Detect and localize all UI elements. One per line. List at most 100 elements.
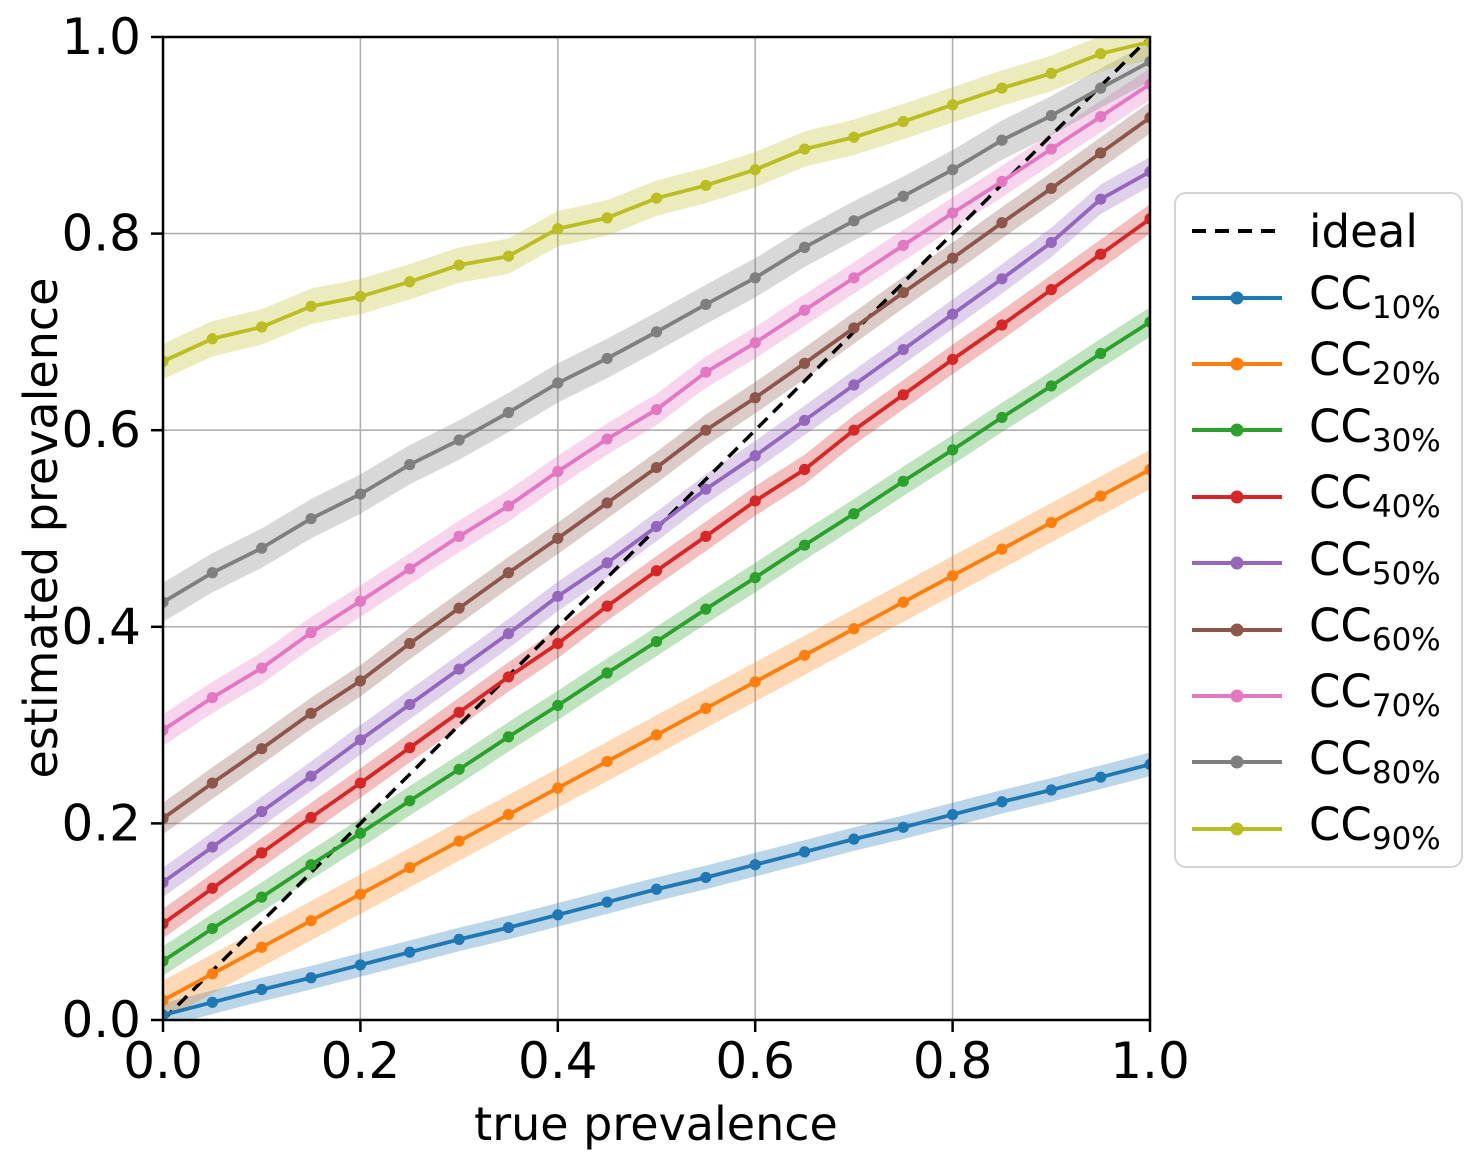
- marker-CC_30%: [798, 539, 811, 551]
- series-marker-icon: [1230, 556, 1244, 570]
- marker-CC_50%: [897, 343, 909, 356]
- marker-CC_60%: [848, 322, 860, 334]
- legend-label-CC_80%: CC80%: [1309, 731, 1441, 791]
- marker-CC_20%: [354, 888, 366, 900]
- marker-CC_10%: [502, 921, 515, 934]
- marker-CC_90%: [206, 333, 218, 345]
- marker-CC_80%: [650, 326, 663, 338]
- marker-CC_80%: [453, 434, 465, 446]
- marker-CC_90%: [601, 212, 613, 224]
- marker-CC_70%: [1144, 78, 1150, 90]
- marker-CC_10%: [404, 946, 416, 958]
- marker-CC_30%: [897, 475, 909, 487]
- marker-CC_40%: [502, 671, 515, 683]
- marker-CC_70%: [256, 662, 268, 674]
- marker-CC_20%: [848, 623, 860, 635]
- marker-CC_10%: [1144, 758, 1150, 771]
- marker-CC_80%: [1144, 55, 1150, 68]
- marker-CC_20%: [947, 570, 959, 582]
- marker-CC_60%: [305, 707, 317, 719]
- marker-CC_10%: [996, 796, 1008, 808]
- marker-CC_90%: [947, 99, 959, 111]
- marker-CC_60%: [206, 777, 218, 789]
- marker-CC_30%: [256, 891, 268, 903]
- marker-CC_50%: [798, 414, 811, 426]
- marker-CC_70%: [163, 724, 169, 736]
- tick-labels: 0.0 0.2 0.4 0.6 0.8 1.0 0.0 0.2 0.4 0.6 0.8 1.0: [61, 8, 1189, 1090]
- marker-CC_60%: [453, 602, 465, 614]
- marker-CC_80%: [256, 542, 268, 554]
- legend-sample-ideal: [1192, 229, 1282, 234]
- marker-CC_20%: [1095, 490, 1107, 502]
- marker-CC_40%: [1095, 248, 1107, 260]
- marker-CC_60%: [996, 217, 1008, 229]
- marker-CC_80%: [947, 164, 959, 176]
- marker-CC_60%: [798, 357, 811, 369]
- marker-CC_70%: [601, 433, 613, 445]
- marker-CC_20%: [453, 835, 465, 847]
- marker-CC_60%: [256, 743, 268, 755]
- marker-CC_20%: [897, 596, 909, 608]
- marker-CC_40%: [897, 389, 909, 401]
- legend-label-CC_60%: CC60%: [1309, 599, 1441, 659]
- marker-CC_90%: [848, 131, 860, 143]
- marker-CC_40%: [947, 353, 959, 366]
- marker-CC_20%: [996, 543, 1008, 555]
- marker-CC_60%: [601, 497, 613, 509]
- marker-CC_20%: [601, 755, 613, 768]
- marker-CC_70%: [749, 337, 761, 349]
- marker-CC_70%: [798, 304, 811, 316]
- marker-CC_50%: [947, 308, 959, 320]
- y-axis-label: estimated prevalence: [14, 278, 68, 779]
- legend-sample-CC_30%: [1192, 423, 1282, 437]
- series-marker-icon: [1230, 822, 1244, 836]
- marker-CC_90%: [749, 164, 761, 176]
- legend-label-CC_30%: CC30%: [1309, 399, 1441, 459]
- marker-CC_10%: [163, 1009, 169, 1020]
- marker-CC_50%: [206, 841, 218, 853]
- legend-sample-CC_70%: [1192, 689, 1282, 703]
- marker-CC_80%: [163, 596, 169, 608]
- marker-CC_60%: [163, 812, 169, 825]
- x-axis-label: true prevalence: [474, 1097, 838, 1151]
- marker-CC_90%: [650, 192, 663, 204]
- gridlines: [163, 37, 1150, 1020]
- marker-CC_90%: [897, 115, 909, 128]
- marker-CC_10%: [897, 821, 909, 833]
- legend-label-CC_50%: CC50%: [1309, 532, 1441, 592]
- marker-CC_40%: [1045, 284, 1057, 296]
- marker-CC_80%: [1095, 82, 1107, 94]
- marker-CC_30%: [404, 795, 416, 807]
- marker-CC_90%: [700, 179, 712, 192]
- marker-CC_20%: [1144, 463, 1150, 476]
- legend-label-CC_10%: CC10%: [1309, 267, 1441, 327]
- marker-CC_10%: [354, 959, 366, 971]
- marker-CC_50%: [601, 557, 613, 569]
- legend-sample-CC_40%: [1192, 490, 1282, 504]
- marker-CC_80%: [502, 406, 515, 419]
- marker-CC_10%: [601, 896, 613, 908]
- legend-item-CC_20%: CC20%: [1176, 333, 1461, 395]
- y-tick-label: 0.0: [61, 991, 141, 1049]
- marker-CC_80%: [206, 567, 218, 579]
- x-tick-label: 0.0: [123, 1032, 203, 1090]
- marker-CC_20%: [1045, 517, 1057, 529]
- marker-CC_30%: [206, 922, 218, 935]
- legend-item-CC_50%: CC50%: [1176, 532, 1461, 594]
- marker-CC_10%: [305, 972, 317, 984]
- marker-CC_80%: [700, 298, 712, 310]
- marker-CC_60%: [650, 461, 663, 474]
- series-marker-icon: [1230, 623, 1244, 637]
- marker-CC_40%: [305, 811, 317, 824]
- y-tick-label: 0.4: [61, 598, 141, 656]
- marker-CC_40%: [206, 882, 218, 894]
- marker-CC_40%: [749, 495, 761, 507]
- marker-CC_70%: [305, 627, 317, 639]
- x-tick-label: 1.0: [1110, 1032, 1190, 1090]
- marker-CC_50%: [354, 734, 366, 746]
- marker-CC_30%: [749, 572, 761, 584]
- marker-CC_40%: [1144, 213, 1150, 225]
- marker-CC_10%: [798, 846, 811, 858]
